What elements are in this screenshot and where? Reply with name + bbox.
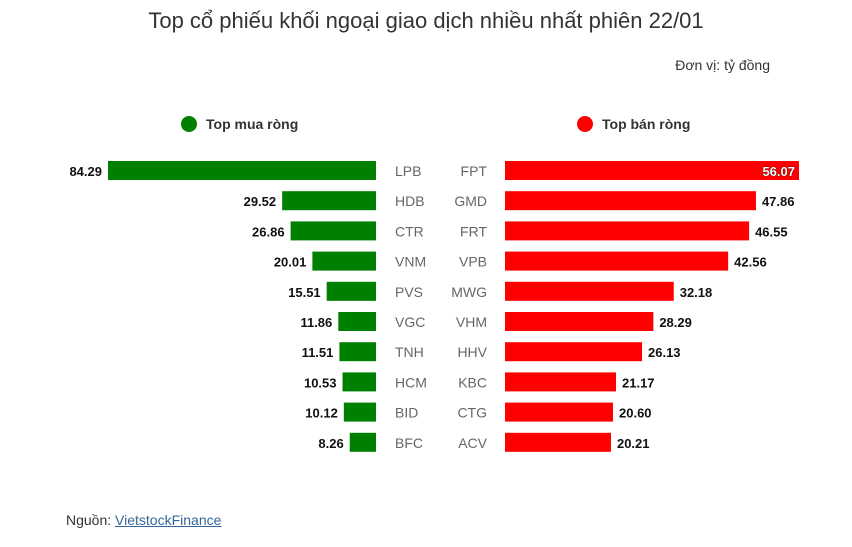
buy-bar-pvs	[326, 281, 376, 301]
sell-ticker-label: FRT	[460, 223, 487, 239]
sell-value-label: 20.60	[619, 406, 652, 421]
legend-sell-label: Top bán ròng	[602, 116, 691, 132]
sell-value-label: 32.18	[680, 285, 713, 300]
sell-value-label: 28.29	[659, 315, 692, 330]
buy-ticker-label: HDB	[395, 193, 425, 209]
sell-ticker-label: HHV	[457, 344, 487, 360]
sell-bar-acv	[505, 432, 611, 452]
sell-value-label: 47.86	[762, 194, 795, 209]
chart-title: Top cổ phiếu khối ngoại giao dịch nhiều …	[148, 8, 704, 33]
sell-ticker-label: ACV	[458, 435, 487, 451]
sell-ticker-label: VPB	[459, 254, 487, 270]
sell-bar-gmd	[505, 191, 756, 211]
buy-bar-hdb	[282, 191, 376, 211]
buy-bar-ctr	[290, 221, 376, 241]
sell-bar-vhm	[505, 312, 654, 331]
buy-value-label: 8.26	[318, 436, 343, 451]
buy-ticker-label: VNM	[395, 254, 426, 270]
sell-ticker-label: GMD	[454, 193, 487, 209]
source-label: Nguồn:	[66, 512, 116, 528]
buy-ticker-label: CTR	[395, 223, 424, 239]
sell-value-label: 26.13	[648, 345, 681, 360]
sell-bar-vpb	[505, 251, 729, 271]
buy-ticker-label: VGC	[395, 314, 425, 330]
buy-value-label: 15.51	[288, 285, 321, 300]
buy-value-label: 10.12	[305, 406, 338, 421]
buy-value-label: 26.86	[252, 224, 285, 239]
sell-value-label: 56.07	[762, 164, 795, 179]
sell-ticker-label: KBC	[458, 374, 487, 390]
buy-bar-vgc	[338, 312, 376, 331]
buy-ticker-label: BFC	[395, 435, 423, 451]
buy-value-label: 20.01	[274, 255, 307, 270]
legend-sell: Top bán ròng	[577, 116, 690, 132]
buy-bar-hcm	[342, 372, 376, 392]
unit-label: Đơn vị: tỷ đồng	[675, 57, 770, 73]
buy-ticker-label: TNH	[395, 344, 424, 360]
sell-bar-frt	[505, 221, 750, 241]
sell-ticker-label: MWG	[451, 284, 487, 300]
sell-ticker-label: VHM	[456, 314, 487, 330]
legend-sell-marker	[577, 116, 593, 132]
sell-bar-kbc	[505, 372, 617, 392]
buy-ticker-label: PVS	[395, 284, 423, 300]
buy-ticker-label: LPB	[395, 163, 421, 179]
buy-ticker-label: HCM	[395, 374, 427, 390]
sell-value-label: 42.56	[734, 255, 767, 270]
sell-value-label: 46.55	[755, 224, 788, 239]
buy-value-label: 11.51	[302, 345, 334, 360]
sell-ticker-label: FPT	[461, 163, 488, 179]
buy-bar-tnh	[339, 342, 376, 362]
buy-value-label: 84.29	[69, 164, 102, 179]
sell-bar-hhv	[505, 342, 643, 362]
sell-ticker-label: CTG	[457, 405, 487, 421]
sell-value-label: 21.17	[622, 375, 655, 390]
source-link[interactable]: VietstockFinance	[115, 512, 222, 528]
sell-value-label: 20.21	[617, 436, 650, 451]
buy-bar-lpb	[108, 161, 376, 180]
legend-buy-marker	[181, 116, 197, 132]
legend-buy-label: Top mua ròng	[206, 116, 299, 132]
buy-ticker-label: BID	[395, 405, 418, 421]
source-note: Nguồn: VietstockFinance	[66, 512, 221, 528]
buy-bar-vnm	[312, 251, 376, 271]
sell-bar-ctg	[505, 402, 614, 422]
sell-bar-mwg	[505, 281, 674, 301]
buy-value-label: 11.86	[300, 315, 332, 330]
sell-bar-fpt	[505, 161, 799, 180]
legend-buy: Top mua ròng	[181, 116, 298, 132]
buy-bar-bid	[343, 402, 376, 422]
buy-value-label: 10.53	[304, 375, 337, 390]
buy-bar-bfc	[349, 432, 376, 452]
buy-value-label: 29.52	[244, 194, 277, 209]
